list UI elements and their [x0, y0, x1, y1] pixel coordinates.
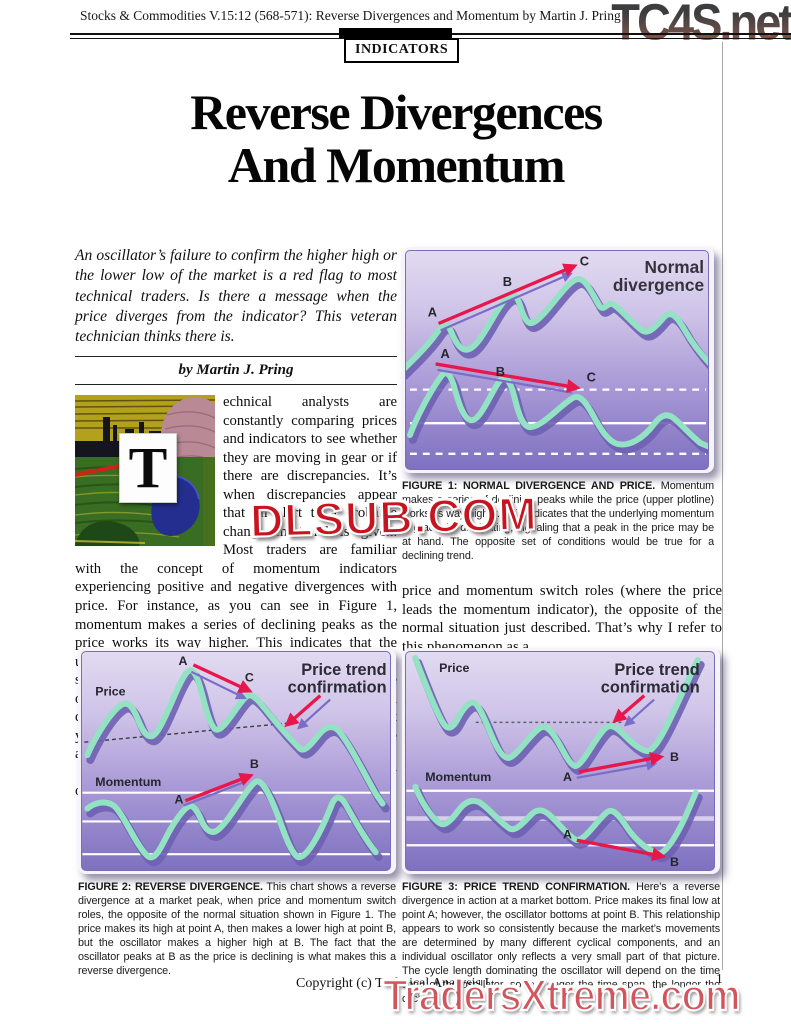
- byline-block: by Martin J. Pring: [75, 356, 397, 386]
- fig2-price-label-c: C: [245, 671, 254, 685]
- figure3-canvas: Price Momentum A B A B Price trend confi…: [405, 651, 715, 871]
- tradersxtreme-watermark: TradersXtreme.com: [382, 971, 742, 1021]
- dropcap-letter: T: [128, 435, 168, 501]
- fig3-annotation-red-arrow: [612, 694, 646, 724]
- fig2-mom-label-b: B: [250, 757, 259, 771]
- dropcap-artwork: T: [75, 395, 215, 547]
- fig1-mom-label-b: B: [496, 364, 505, 379]
- figure2-block: Price Momentum A C A B Price trend confi…: [78, 648, 396, 978]
- intro-paragraph: An oscillator’s failure to confirm the h…: [75, 247, 397, 346]
- fig1-momentum-purple-line: [437, 368, 572, 394]
- fig2-momentum-red-arrow: [184, 772, 254, 803]
- abstract-art-image: [75, 395, 215, 547]
- fig3-price-label-b: B: [670, 750, 679, 764]
- fig2-annotation-purple-arrow: [297, 698, 331, 730]
- figure1-canvas: A B C A B C Normal divergence: [405, 250, 709, 470]
- fig2-annotation-red-arrow: [284, 694, 322, 728]
- byline: by Martin J. Pring: [178, 362, 294, 379]
- fig1-price-label-b: B: [503, 274, 512, 289]
- figure2-canvas: Price Momentum A C A B Price trend confi…: [81, 651, 391, 871]
- right-column-rule: [722, 42, 723, 970]
- figure1-caption: FIGURE 1: NORMAL DIVERGENCE AND PRICE. M…: [402, 479, 714, 563]
- fig3-price-series-label: Price: [439, 661, 469, 675]
- article-citation: Stocks & Commodities V.15:12 (568-571): …: [80, 8, 621, 23]
- fig1-price-label-c: C: [580, 253, 589, 268]
- fig3-annotation-line2: confirmation: [601, 679, 700, 697]
- figure3-caption: FIGURE 3: PRICE TREND CONFIRMATION. Here…: [402, 880, 720, 1006]
- fig1-annotation-line2: divergence: [613, 275, 705, 295]
- fig1-price-label-a: A: [428, 305, 437, 320]
- fig1-price-purple-arrow: [440, 272, 573, 332]
- tc4s-watermark: TC4S.net: [611, 0, 791, 51]
- fig2-annotation-line2: confirmation: [288, 679, 387, 697]
- title-line1: Reverse Divergences: [190, 84, 603, 140]
- fig1-mom-label-c: C: [587, 370, 596, 385]
- page-title: Reverse Divergences And Momentum: [70, 86, 722, 192]
- indicators-bar: [339, 28, 452, 38]
- figure1-caption-lead: FIGURE 1: NORMAL DIVERGENCE AND PRICE.: [402, 480, 656, 492]
- fig3-momentum-series-label: Momentum: [425, 770, 491, 784]
- fig3-price-purple-arrow: [576, 759, 658, 779]
- fig2-annotation-line1: Price trend: [301, 661, 386, 679]
- body-paragraph-col2: price and momentum switch roles (where t…: [402, 583, 722, 655]
- fig1-annotation-line1: Normal: [645, 257, 705, 277]
- figure3-block: Price Momentum A B A B Price trend confi…: [402, 648, 720, 1006]
- fig3-price-label-a: A: [563, 770, 572, 784]
- fig3-annotation-purple-arrow: [623, 698, 655, 727]
- figure1-chart: A B C A B C Normal divergence: [406, 253, 708, 455]
- figure2-caption: FIGURE 2: REVERSE DIVERGENCE. This chart…: [78, 880, 396, 978]
- fig2-price-purple-arrow: [190, 670, 247, 700]
- right-column: A B C A B C Normal divergence FIGURE 1: …: [402, 247, 722, 656]
- section-label: INDICATORS: [344, 38, 460, 63]
- fig3-annotation-line1: Price trend: [614, 661, 699, 679]
- figure3-caption-text: Here’s a reverse divergence in action at…: [402, 881, 720, 1006]
- fig3-momentum-red-arrow: [576, 838, 667, 862]
- figure2-caption-lead: FIGURE 2: REVERSE DIVERGENCE.: [78, 881, 263, 893]
- figure1: A B C A B C Normal divergence: [402, 247, 714, 473]
- figure3-caption-lead: FIGURE 3: PRICE TREND CONFIRMATION.: [402, 881, 631, 893]
- figure2-chart: Price Momentum A C A B Price trend confi…: [82, 654, 390, 867]
- fig1-momentum-red-arrow: [435, 362, 581, 393]
- page-number: 1: [716, 971, 723, 986]
- fig1-price-red-arrow: [437, 263, 578, 326]
- figure1-caption-text: Momentum makes a series of declining pea…: [402, 480, 714, 563]
- dropcap-box: T: [119, 433, 177, 504]
- figure3: Price Momentum A B A B Price trend confi…: [402, 648, 720, 874]
- fig2-price-red-arrow: [192, 663, 253, 693]
- fig2-momentum-series-label: Momentum: [95, 775, 161, 789]
- figure2-caption-text: This chart shows a reverse divergence at…: [78, 881, 396, 978]
- title-line2: And Momentum: [227, 137, 566, 193]
- figure2: Price Momentum A C A B Price trend confi…: [78, 648, 396, 874]
- fig2-price-series-label: Price: [95, 685, 125, 699]
- fig3-price-red-arrow: [578, 751, 665, 774]
- fig1-mom-label-a: A: [441, 346, 450, 361]
- fig2-momentum-purple-line: [183, 780, 246, 807]
- copyright-text: Copyright (c) Technical Analysis I: [296, 976, 490, 991]
- figure3-chart: Price Momentum A B A B Price trend confi…: [406, 654, 714, 869]
- fig2-price-label-a: A: [179, 654, 188, 668]
- fig3-mom-label-a: A: [563, 827, 572, 841]
- dlsub-watermark: DLSUB.COM: [248, 486, 539, 548]
- fig3-mom-label-b: B: [670, 855, 679, 869]
- fig2-mom-label-a: A: [175, 793, 184, 807]
